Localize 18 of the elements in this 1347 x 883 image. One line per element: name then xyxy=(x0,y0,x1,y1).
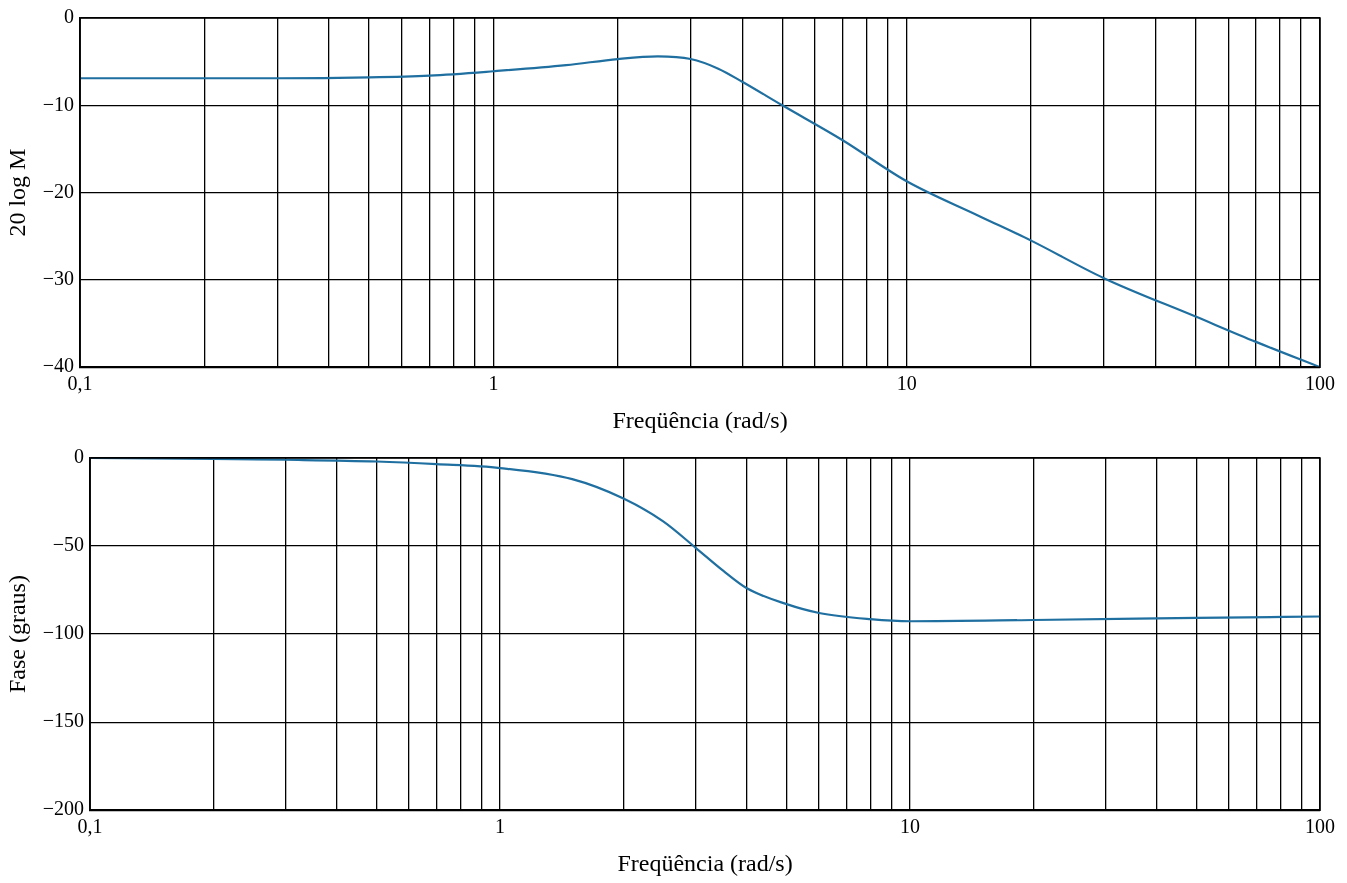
y-axis-title: Fase (graus) xyxy=(3,575,30,694)
y-tick-label: −150 xyxy=(42,709,85,732)
x-tick-label: 10 xyxy=(896,372,917,395)
x-tick-label: 10 xyxy=(900,815,921,838)
x-tick-label: 100 xyxy=(1305,815,1335,838)
y-tick-label: 0 xyxy=(64,5,75,28)
y-tick-label: −20 xyxy=(42,179,75,202)
x-axis-title: Freqüência (rad/s) xyxy=(612,406,788,433)
y-tick-label: −100 xyxy=(42,621,85,644)
y-tick-label: −50 xyxy=(52,533,85,556)
x-tick-label: 100 xyxy=(1305,372,1335,395)
y-tick-label: −30 xyxy=(42,267,75,290)
y-tick-label: 0 xyxy=(74,445,85,468)
x-tick-label: 1 xyxy=(488,372,499,395)
y-axis-title: 20 log M xyxy=(3,148,30,237)
x-axis-title: Freqüência (rad/s) xyxy=(617,849,793,876)
x-tick-label: 1 xyxy=(495,815,506,838)
y-tick-label: −10 xyxy=(42,92,75,115)
